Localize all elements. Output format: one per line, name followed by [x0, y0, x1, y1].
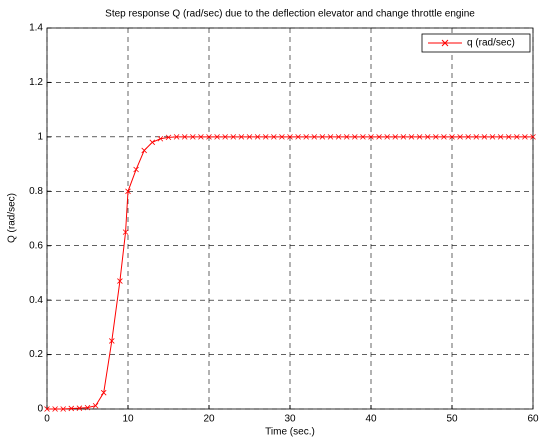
data-marker: [133, 166, 139, 173]
y-tick-label: 0.2: [29, 349, 43, 360]
data-marker: [262, 134, 269, 140]
x-tick-label: 10: [122, 414, 134, 425]
data-marker: [92, 402, 99, 409]
data-marker: [287, 134, 293, 140]
data-marker: [60, 406, 66, 412]
data-marker: [368, 134, 374, 140]
data-marker: [52, 406, 58, 412]
data-marker: [271, 134, 277, 140]
data-marker: [84, 404, 91, 411]
data-marker: [295, 134, 301, 140]
data-marker: [457, 134, 463, 140]
data-marker: [327, 134, 334, 140]
x-tick-label: 0: [44, 414, 50, 425]
data-marker: [246, 134, 253, 140]
x-axis-label: Time (sec.): [265, 427, 315, 438]
data-marker: [100, 389, 107, 396]
data-marker: [416, 134, 423, 140]
data-marker: [343, 134, 350, 140]
data-marker: [408, 134, 415, 140]
data-marker: [117, 278, 123, 284]
y-tick-label: 0.8: [29, 186, 43, 197]
data-marker: [360, 134, 366, 140]
legend: q (rad/sec): [421, 33, 531, 53]
data-marker: [400, 134, 407, 140]
data-marker: [165, 134, 172, 141]
y-tick-label: 0.6: [29, 240, 43, 251]
data-marker: [141, 147, 147, 154]
data-marker: [206, 134, 212, 140]
x-tick-label: 30: [284, 414, 296, 425]
data-marker: [68, 405, 75, 412]
data-marker: [352, 134, 358, 140]
axes-box: [46, 27, 534, 410]
y-tick-label: 0: [37, 404, 43, 415]
x-tick-label: 50: [446, 414, 458, 425]
legend-label: q (rad/sec): [467, 38, 515, 49]
data-marker: [149, 139, 156, 146]
data-marker: [505, 134, 512, 140]
data-marker: [319, 134, 326, 140]
data-marker: [173, 134, 180, 140]
data-marker: [384, 134, 390, 140]
data-marker: [497, 134, 504, 140]
data-marker: [238, 134, 245, 140]
data-marker: [122, 229, 129, 235]
data-marker: [222, 134, 228, 140]
data-marker: [465, 134, 471, 140]
data-marker: [198, 134, 204, 140]
data-marker: [44, 406, 50, 412]
data-marker: [441, 134, 447, 140]
data-marker: [214, 134, 220, 140]
chart-title: Step response Q (rad/sec) due to the def…: [105, 9, 475, 20]
data-marker: [376, 134, 382, 140]
data-marker: [489, 134, 496, 140]
data-marker: [230, 134, 237, 140]
data-marker: [449, 134, 455, 140]
y-axis-label: Q (rad/sec): [7, 193, 18, 243]
y-tick-label: 1.2: [29, 77, 43, 88]
data-marker: [530, 134, 536, 140]
x-tick-label: 60: [527, 414, 539, 425]
y-tick-label: 1: [37, 131, 43, 142]
y-tick-label: 0.4: [29, 295, 43, 306]
data-marker: [433, 134, 439, 140]
data-marker: [109, 338, 115, 344]
data-marker: [473, 134, 480, 140]
data-marker: [303, 134, 309, 140]
x-tick-label: 20: [203, 414, 215, 425]
data-marker: [392, 134, 399, 140]
data-marker: [522, 134, 528, 140]
data-marker: [514, 134, 520, 140]
data-marker: [279, 134, 285, 140]
legend-box: [421, 33, 531, 53]
data-marker: [311, 134, 318, 140]
data-marker: [125, 188, 131, 195]
plot-area: 0 0.2 0.4 0.6 0.8 1 1.2 1.4 0 10 20 30 40 50 60: [29, 23, 539, 425]
data-marker: [424, 134, 431, 140]
data-marker: [190, 134, 196, 140]
data-marker: [157, 135, 164, 142]
data-marker: [254, 134, 261, 140]
data-marker: [481, 134, 488, 140]
legend-marker: [441, 39, 449, 47]
data-marker: [181, 134, 188, 140]
y-tick-label: 1.4: [29, 23, 43, 34]
data-line: [47, 136, 533, 410]
x-tick-label: 40: [365, 414, 377, 425]
data-marker: [76, 405, 83, 411]
data-marker: [335, 134, 342, 140]
